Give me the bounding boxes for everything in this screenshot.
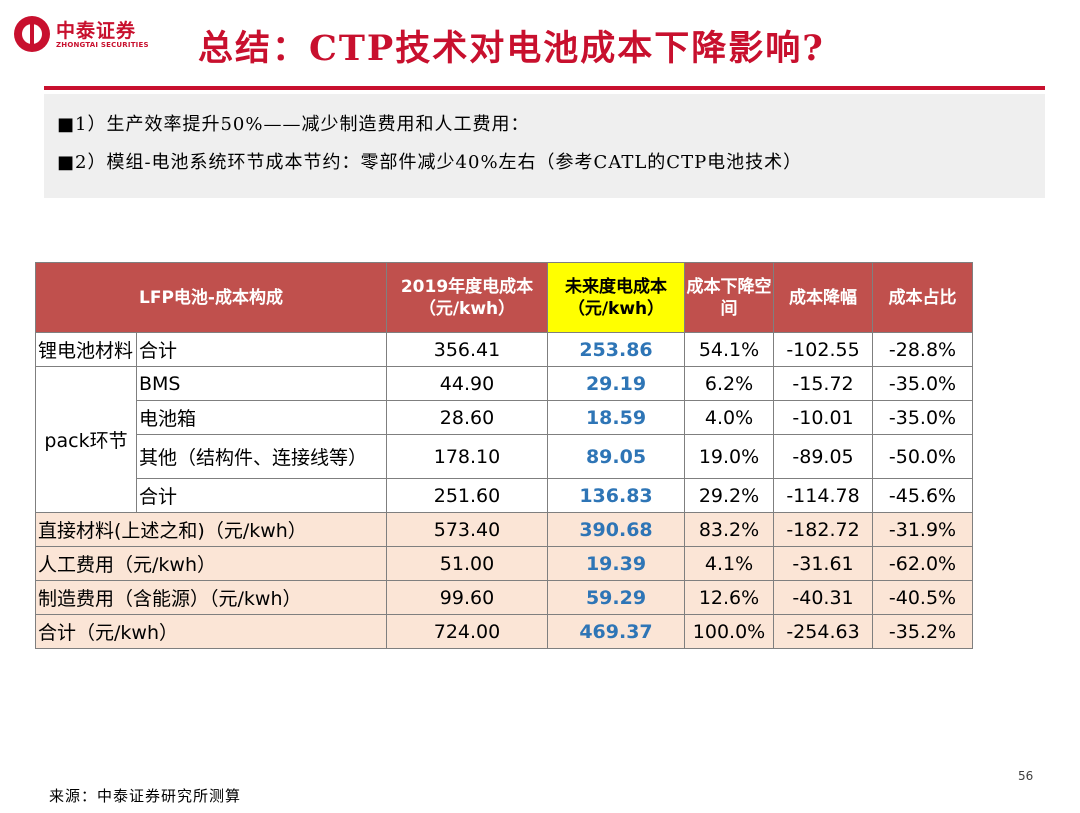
table-header-row: LFP电池-成本构成 2019年度电成本（元/kwh） 未来度电成本（元/kwh…	[35, 262, 973, 333]
summary-row: 直接材料(上述之和)（元/kwh） 573.40 390.68 83.2% -1…	[35, 512, 973, 547]
header-composition: LFP电池-成本构成	[35, 262, 387, 333]
cell-cost-future: 89.05	[547, 434, 685, 479]
table-row: 锂电池材料 合计 356.41 253.86 54.1% -102.55 -28…	[35, 332, 973, 367]
cell-space: 6.2%	[684, 366, 774, 401]
table-row: 电池箱 28.60 18.59 4.0% -10.01 -35.0%	[36, 400, 973, 435]
cell-space: 4.0%	[684, 400, 774, 435]
summary-label: 人工费用（元/kwh）	[35, 546, 387, 581]
bullet-point-1: ■1）生产效率提升50%——减少制造费用和人工费用：	[57, 114, 530, 135]
cell-cost-future: 59.29	[547, 580, 685, 615]
header-reduction-rate: 成本降幅	[773, 262, 873, 333]
header-reduction-space: 成本下降空间	[684, 262, 774, 333]
cell-share: -35.0%	[872, 400, 973, 435]
group-lithium: 锂电池材料	[35, 332, 137, 367]
row-sub-label: 合计	[136, 478, 387, 513]
logo-name-cn: 中泰证券	[56, 20, 137, 42]
table-row: pack环节 BMS 44.90 29.19 6.2% -15.72 -35.0…	[35, 366, 973, 513]
row-sub-label: 其他（结构件、连接线等）	[136, 434, 387, 479]
row-sub-label: 电池箱	[136, 400, 387, 435]
summary-label: 直接材料(上述之和)（元/kwh）	[35, 512, 387, 547]
cell-cost-2019: 573.40	[386, 512, 548, 547]
cell-cost-2019: 28.60	[386, 400, 548, 435]
page-number: 56	[1018, 769, 1034, 783]
header-cost-2019: 2019年度电成本（元/kwh）	[386, 262, 548, 333]
header-cost-future: 未来度电成本（元/kwh）	[547, 262, 685, 333]
cell-share: -40.5%	[872, 580, 973, 615]
cell-drop: -102.55	[773, 332, 873, 367]
cell-cost-future: 136.83	[547, 478, 685, 513]
cell-share: -45.6%	[872, 478, 973, 513]
company-logo: 中泰证券 ZHONGTAI SECURITIES	[14, 14, 164, 54]
cell-cost-future: 18.59	[547, 400, 685, 435]
cell-share: -35.2%	[872, 614, 973, 649]
row-sub-label: 合计	[136, 332, 387, 367]
cell-space: 100.0%	[684, 614, 774, 649]
cost-table: LFP电池-成本构成 2019年度电成本（元/kwh） 未来度电成本（元/kwh…	[35, 262, 973, 649]
cell-space: 29.2%	[684, 478, 774, 513]
cell-drop: -182.72	[773, 512, 873, 547]
table-row: 其他（结构件、连接线等） 178.10 89.05 19.0% -89.05 -…	[36, 434, 973, 479]
cell-cost-future: 253.86	[547, 332, 685, 367]
cell-space: 4.1%	[684, 546, 774, 581]
row-sub-label: BMS	[136, 366, 387, 401]
cell-drop: -31.61	[773, 546, 873, 581]
cell-share: -28.8%	[872, 332, 973, 367]
cell-cost-2019: 251.60	[386, 478, 548, 513]
source-note: 来源：中泰证券研究所测算	[49, 787, 242, 805]
cell-cost-2019: 356.41	[386, 332, 548, 367]
summary-box: ■1）生产效率提升50%——减少制造费用和人工费用： ■2）模组-电池系统环节成…	[44, 94, 1045, 198]
group-pack: pack环节	[35, 366, 137, 513]
cell-space: 12.6%	[684, 580, 774, 615]
bullet-point-2: ■2）模组-电池系统环节成本节约：零部件减少40%左右（参考CATL的CTP电池…	[57, 152, 803, 173]
cell-share: -35.0%	[872, 366, 973, 401]
summary-row: 人工费用（元/kwh） 51.00 19.39 4.1% -31.61 -62.…	[35, 546, 973, 581]
cell-space: 19.0%	[684, 434, 774, 479]
header-share: 成本占比	[872, 262, 973, 333]
cell-share: -62.0%	[872, 546, 973, 581]
cell-cost-future: 19.39	[547, 546, 685, 581]
logo-mark-icon	[14, 16, 50, 52]
cell-cost-2019: 44.90	[386, 366, 548, 401]
cell-space: 83.2%	[684, 512, 774, 547]
cell-drop: -254.63	[773, 614, 873, 649]
cell-cost-future: 469.37	[547, 614, 685, 649]
cell-drop: -89.05	[773, 434, 873, 479]
cell-drop: -15.72	[773, 366, 873, 401]
cell-cost-2019: 51.00	[386, 546, 548, 581]
cell-share: -31.9%	[872, 512, 973, 547]
logo-name-en: ZHONGTAI SECURITIES	[56, 41, 149, 49]
cell-drop: -40.31	[773, 580, 873, 615]
cell-cost-future: 29.19	[547, 366, 685, 401]
summary-label: 制造费用（含能源）（元/kwh）	[35, 580, 387, 615]
cell-drop: -10.01	[773, 400, 873, 435]
cell-cost-future: 390.68	[547, 512, 685, 547]
summary-row: 合计（元/kwh） 724.00 469.37 100.0% -254.63 -…	[35, 614, 973, 649]
cell-cost-2019: 178.10	[386, 434, 548, 479]
title-divider	[44, 86, 1045, 90]
cell-share: -50.0%	[872, 434, 973, 479]
cell-cost-2019: 724.00	[386, 614, 548, 649]
cell-drop: -114.78	[773, 478, 873, 513]
cell-space: 54.1%	[684, 332, 774, 367]
table-row: 合计 251.60 136.83 29.2% -114.78 -45.6%	[36, 478, 973, 513]
slide-title: 总结：CTP技术对电池成本下降影响?	[198, 28, 825, 69]
summary-row: 制造费用（含能源）（元/kwh） 99.60 59.29 12.6% -40.3…	[35, 580, 973, 615]
summary-label: 合计（元/kwh）	[35, 614, 387, 649]
cell-cost-2019: 99.60	[386, 580, 548, 615]
